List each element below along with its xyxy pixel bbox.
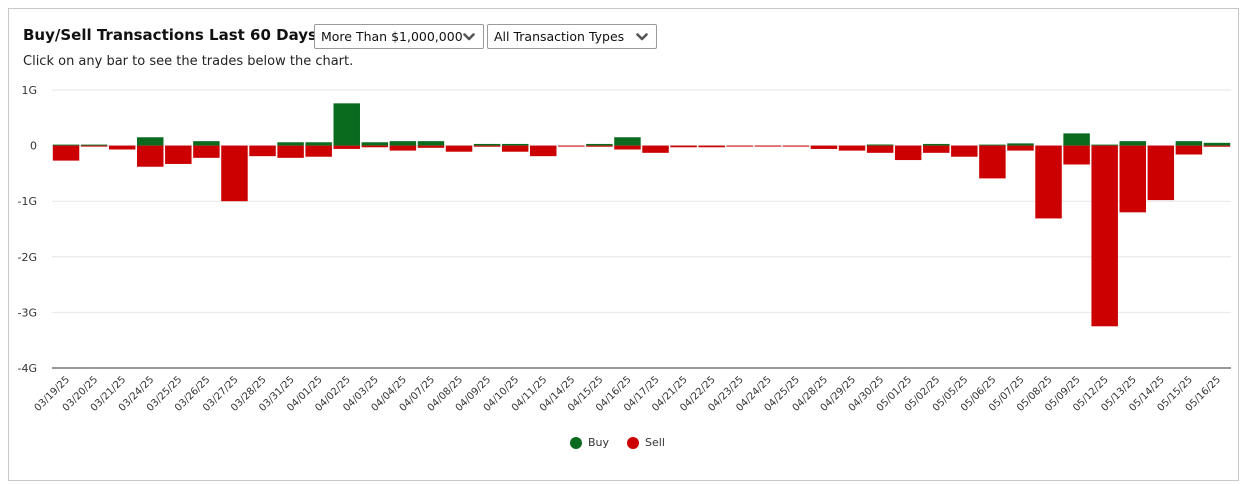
y-tick-label: -4G [18, 362, 38, 375]
chevron-down-icon [636, 33, 648, 41]
sell-bar[interactable] [866, 145, 894, 153]
buy-bar[interactable] [333, 103, 360, 146]
sell-bar[interactable] [137, 145, 164, 167]
y-tick-label: -3G [18, 306, 38, 319]
buy-bar[interactable] [1119, 141, 1146, 146]
x-axis-ticks: 03/19/2503/20/2503/21/2503/24/2503/25/25… [33, 374, 1223, 414]
sell-bar[interactable] [923, 145, 950, 153]
sell-bar[interactable] [108, 145, 136, 150]
buy-bar[interactable] [501, 143, 529, 146]
chevron-down-icon [463, 33, 475, 41]
sell-bar[interactable] [1063, 145, 1090, 165]
buy-bar[interactable] [979, 144, 1006, 146]
transaction-type-value: All Transaction Types [494, 29, 625, 44]
sell-bar[interactable] [221, 145, 248, 202]
sell-bar[interactable] [951, 145, 978, 157]
sell-bar[interactable] [698, 145, 725, 148]
sell-bar[interactable] [614, 145, 641, 150]
y-tick-label: -1G [18, 195, 38, 208]
buy-bar[interactable] [277, 142, 304, 146]
sell-bar[interactable] [501, 145, 529, 152]
amount-filter-dropdown[interactable]: More Than $1,000,000 [314, 24, 484, 49]
sell-bar[interactable] [361, 145, 389, 148]
sell-bar[interactable] [193, 145, 220, 158]
sell-bar[interactable] [1147, 145, 1175, 201]
sell-bar[interactable] [333, 145, 360, 149]
amount-filter-value: More Than $1,000,000 [321, 29, 463, 44]
sell-bar[interactable] [979, 145, 1006, 179]
buy-bar[interactable] [1007, 143, 1034, 146]
y-tick-label: -2G [18, 251, 38, 264]
chart-instructions: Click on any bar to see the trades below… [23, 54, 354, 69]
legend-item-buy[interactable]: Buy [570, 436, 609, 449]
buy-bar[interactable] [866, 144, 894, 146]
buy-bar[interactable] [389, 141, 417, 146]
buy-bar[interactable] [137, 137, 164, 146]
legend-swatch-buy [570, 436, 582, 449]
y-axis-ticks: 1G 0 -1G -2G -3G -4G [18, 84, 38, 375]
sell-bar[interactable] [1035, 145, 1062, 219]
buy-bar[interactable] [52, 144, 80, 146]
buy-bar[interactable] [80, 144, 108, 146]
legend-item-sell[interactable]: Sell [627, 436, 665, 449]
y-tick-label: 0 [30, 140, 37, 153]
sell-bar[interactable] [782, 145, 810, 147]
sell-bar[interactable] [558, 145, 585, 147]
buy-bar[interactable] [614, 137, 641, 146]
sell-bar[interactable] [894, 145, 922, 161]
legend-label-sell: Sell [645, 436, 665, 449]
buy-bar[interactable] [305, 142, 332, 146]
sell-bar[interactable] [445, 145, 473, 152]
y-tick-label: 1G [21, 84, 37, 97]
chart-panel: Buy/Sell Transactions Last 60 Days Click… [8, 8, 1239, 481]
buy-bar[interactable] [1091, 144, 1118, 146]
gridlines [52, 89, 1231, 369]
sell-bar[interactable] [1007, 145, 1034, 151]
sell-bar[interactable] [389, 145, 417, 151]
sell-bar[interactable] [1091, 145, 1118, 327]
sell-bar[interactable] [305, 145, 332, 157]
sell-bar[interactable] [1175, 145, 1203, 155]
sell-bar[interactable] [52, 145, 80, 161]
sell-bar[interactable] [473, 145, 501, 147]
buy-bar[interactable] [923, 143, 950, 146]
buy-bar[interactable] [1203, 142, 1231, 146]
sell-bar[interactable] [670, 145, 697, 148]
chart-legend: Buy Sell [570, 436, 665, 449]
buy-bar[interactable] [586, 143, 613, 146]
sell-bar[interactable] [1203, 145, 1231, 147]
sell-bar[interactable] [530, 145, 557, 157]
sell-bar[interactable] [726, 145, 753, 147]
buy-bar[interactable] [473, 143, 501, 146]
legend-swatch-sell [627, 436, 640, 449]
sell-bar[interactable] [586, 145, 613, 147]
legend-label-buy: Buy [588, 436, 610, 449]
sell-bar[interactable] [810, 145, 838, 149]
sell-bar[interactable] [249, 145, 276, 157]
buy-bar[interactable] [417, 141, 445, 146]
sell-bar[interactable] [80, 145, 108, 147]
sell-bar[interactable] [165, 145, 192, 164]
sell-bar[interactable] [754, 145, 782, 147]
buy-bar[interactable] [361, 142, 389, 146]
sell-bar[interactable] [1119, 145, 1146, 213]
sell-bar[interactable] [417, 145, 445, 148]
sell-bar[interactable] [277, 145, 304, 158]
sell-bar[interactable] [838, 145, 866, 151]
buy-bar[interactable] [193, 141, 220, 146]
sell-bar[interactable] [642, 145, 669, 153]
transaction-type-dropdown[interactable]: All Transaction Types [487, 24, 657, 49]
chart-title: Buy/Sell Transactions Last 60 Days [23, 26, 317, 44]
buy-bar[interactable] [1175, 141, 1203, 146]
bars[interactable] [52, 103, 1231, 327]
buy-bar[interactable] [1063, 133, 1090, 146]
